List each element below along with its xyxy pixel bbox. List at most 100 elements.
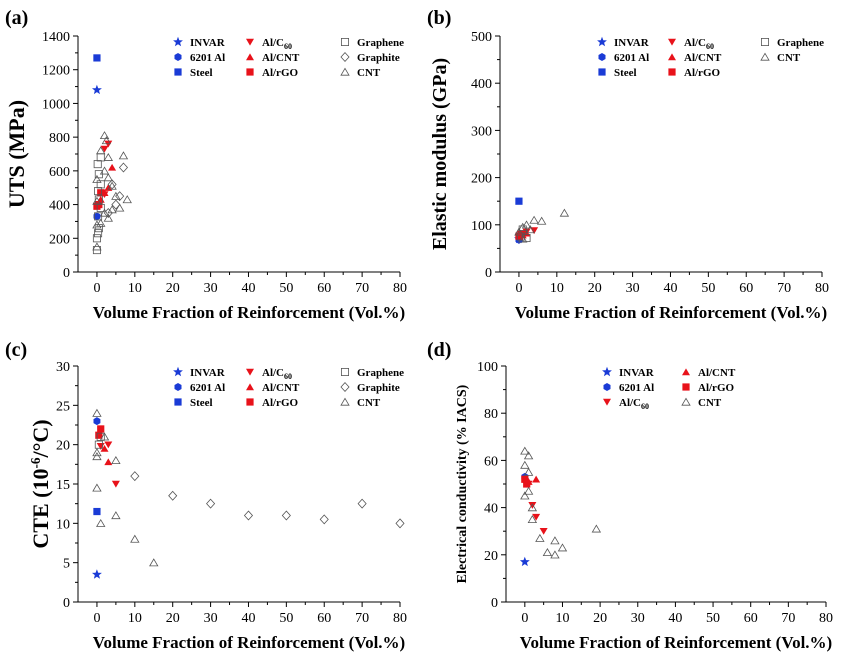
panel-d-point-cnt [550,550,560,559]
panel-b-legend-marker-graphene [761,38,770,47]
panel-c-y-tick-label: 0 [63,596,70,611]
panel-a-legend-marker-6201-al [174,53,182,61]
panel-c-series-6201-al [93,417,101,426]
panel-b-y-tick-label: 200 [471,172,492,187]
panel-d-point-cnt [535,533,545,542]
panel-c-point-cnt [111,511,121,520]
panel-a-point-al-rgo [97,189,105,197]
panel-a-point-cnt [122,195,132,204]
panel-b-legend-marker-6201-al [598,53,606,61]
panel-d-legend-label-al-cnt: Al/CNT [698,367,736,379]
panel-a-series-steel [93,54,101,62]
panel-b: (b) 0 10 20 30 40 50 60 70 80 0 100 200 300 400 500 Volu… [427,7,829,322]
panel-a-point-cnt [107,181,117,190]
panel-c: (c) 0 10 20 30 40 50 60 70 80 0 5 10 15 20 25 30 Volume F… [5,339,407,652]
panel-a-legend-marker-al-cnt [246,53,254,61]
panel-b-x-tick-label: 0 [515,281,522,296]
panel-b-x-tick-label: 20 [588,281,602,296]
panel-d-x-tick-label: 50 [706,611,720,626]
panel-d-point-al-c60 [532,513,541,521]
panel-b-legend-marker-cnt [760,52,770,61]
panel-a-legend-marker-al-rgo [246,68,254,76]
panel-a-point-cnt [92,220,102,229]
panel-d-point-invar [519,556,530,567]
panel-d-x-tick-label: 0 [521,611,528,626]
panel-b-x-axis-label: Volume Fraction of Reinforcement (Vol.%) [515,303,827,322]
panel-a-point-graphite [118,162,128,173]
panel-a-point-cnt [96,218,106,227]
panel-c-legend-label-graphene: Graphene [357,367,404,379]
panel-c-legend-marker-al-cnt [246,383,254,391]
panel-b-x-tick-label: 60 [739,281,753,296]
panel-a-y-tick-label: 400 [49,199,70,214]
panel-d-point-cnt [557,543,568,552]
panel-a-point-cnt [103,213,114,222]
panel-a-y-tick-label: 600 [49,165,70,180]
panel-c-point-al-c60 [104,441,113,449]
panel-a-series-invar [92,84,102,95]
panel-a-point-steel [93,54,101,62]
panel-a-legend-label-al-rgo: Al/rGO [262,67,298,79]
panel-b-legend-label-al-c60: Al/C60 [684,37,714,51]
panel-a: (a)0 10 20 30 40 50 60 70 8002004006008001000120… [4,7,407,322]
panel-a-y-tick-label: 1000 [42,97,70,112]
panel-a-point-cnt [107,205,117,214]
panel-d-legend-marker-al-c60 [603,398,611,406]
panel-b-legend-marker-al-c60 [668,38,676,46]
panel-a-point-cnt [92,196,102,205]
panel-a-x-tick-label: 50 [279,281,293,296]
panel-d-legend-label-cnt: CNT [698,397,722,409]
panel-d-point-al-c60 [528,502,537,509]
panel-a-point-6201-al [93,212,101,221]
panel-a-point-graphite [107,179,117,190]
panel-d-legend-marker-invar [602,366,612,377]
panel-b-point-cnt [514,227,524,236]
panel-d-point-al-rgo [523,480,531,488]
panel-d-point-cnt [527,503,538,512]
panel-c-x-tick-label: 20 [166,611,180,626]
panel-a-point-al-c60 [100,145,109,153]
panel-a-legend-marker-cnt [340,67,350,76]
panel-d-x-tick-label: 80 [819,611,833,626]
panel-c-point-graphite [130,471,140,482]
panel-d-x-tick-label: 10 [555,611,569,626]
panel-b-point-al-rgo [515,232,523,240]
panel-a-point-graphene [96,180,105,189]
panel-d-series-al-rgo [521,475,531,488]
panel-c-series-al-cnt [100,445,113,466]
panel-a-point-cnt [103,173,114,182]
panel-b-y-axis-label: Elastic modulus (GPa) [429,58,451,250]
panel-d-y-tick-label: 40 [484,502,498,517]
panel-a-legend-marker-al-c60 [246,38,254,46]
panel-b-legend-label-al-cnt: Al/CNT [684,52,722,64]
panel-c-x-tick-label: 60 [317,611,331,626]
panel-a-point-graphene [94,187,103,196]
panel-d-y-tick-label: 20 [484,549,498,564]
panel-a-y-tick-label: 200 [49,232,70,247]
panel-b-y-tick-label: 0 [485,266,492,281]
panel-d-legend-marker-cnt [681,397,691,406]
panel-c-legend-marker-cnt [340,397,350,406]
panel-d-legend: INVAR 6201 Al Al/C60 Al/CNT Al/rGO CNT [602,366,736,411]
panel-a-series-cnt [92,131,132,251]
panel-d-x-tick-label: 20 [593,611,607,626]
panel-a-point-cnt [99,208,110,217]
panel-c-point-al-c60 [111,480,120,488]
panel-a-legend-marker-steel [174,68,182,76]
panel-c-point-al-cnt [100,445,109,452]
panel-c-legend-label-al-cnt: Al/CNT [262,382,300,394]
panel-b-legend-label-al-rgo: Al/rGO [684,67,720,79]
panel-c-x-tick-label: 0 [93,611,100,626]
panel-c-legend-marker-al-rgo [246,398,254,406]
panel-c-point-cnt [92,448,102,457]
panel-d-point-cnt [550,536,560,545]
panel-c-point-graphite [319,514,329,525]
panel-a-x-tick-label: 10 [128,281,142,296]
panel-d-point-cnt [523,451,534,460]
panel-b-x-tick-label: 30 [626,281,640,296]
panel-c-legend-marker-graphene [340,367,349,376]
panel-a-point-cnt [118,151,129,160]
panel-c-legend-label-graphite: Graphite [357,382,400,394]
